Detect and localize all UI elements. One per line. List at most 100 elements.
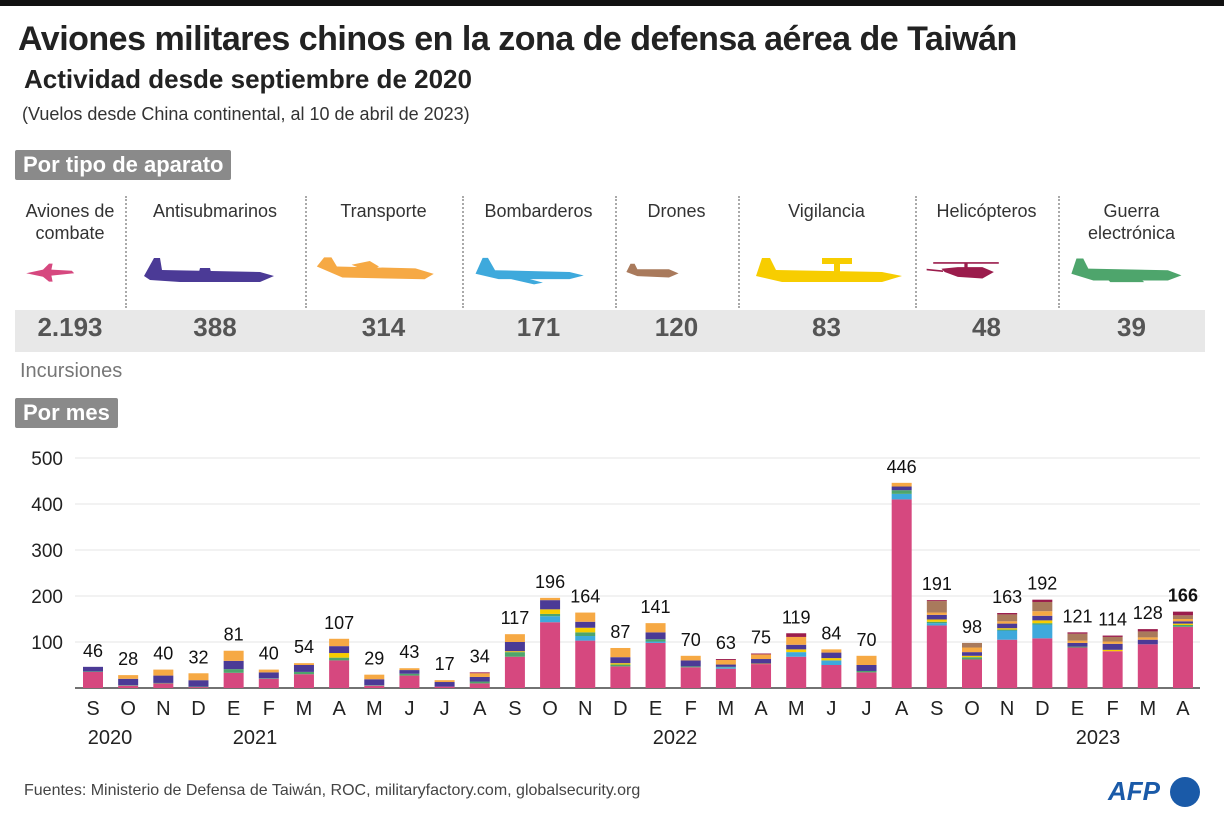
bar-segment xyxy=(715,668,736,688)
bar-segment xyxy=(1172,626,1193,688)
bar-segment xyxy=(962,655,982,658)
bar-stack xyxy=(329,638,350,688)
bar-segment xyxy=(83,671,103,688)
bar-segment xyxy=(118,678,139,686)
bar-value-label: 114 xyxy=(1098,610,1127,630)
bar-segment xyxy=(1032,599,1053,602)
bar-segment xyxy=(962,642,982,648)
bar-segment xyxy=(575,612,596,622)
x-tick-label: A xyxy=(895,698,909,720)
bar-segment xyxy=(680,666,701,668)
bar-segment xyxy=(1032,611,1053,616)
bar-value-label: 446 xyxy=(887,457,917,477)
bar-segment xyxy=(504,652,525,657)
chart-note: (Vuelos desde China continental, al 10 d… xyxy=(22,104,470,124)
bar-stack xyxy=(751,653,772,688)
bar-segment xyxy=(540,616,561,623)
bar-stack xyxy=(610,647,631,688)
bar-segment xyxy=(1137,639,1158,645)
bar-segment xyxy=(962,657,982,660)
bar-segment xyxy=(821,665,842,688)
bar-segment xyxy=(540,622,561,688)
bar-segment xyxy=(926,600,947,602)
bar-segment xyxy=(293,674,314,688)
bar-segment xyxy=(1137,631,1158,638)
type-label: Antisubmarinos xyxy=(152,201,278,221)
bar-segment xyxy=(926,614,947,620)
bar-value-label: 75 xyxy=(751,628,771,648)
bar-value-label: 107 xyxy=(324,613,354,633)
x-tick-label: M xyxy=(788,698,805,720)
x-tick-label: E xyxy=(649,698,662,720)
x-tick-label: F xyxy=(263,698,275,720)
bar-segment xyxy=(645,642,666,688)
x-tick-label: A xyxy=(754,698,768,720)
bar-segment xyxy=(1172,615,1193,619)
bar-stack xyxy=(997,613,1018,688)
bar-stack xyxy=(645,623,666,688)
bar-value-label: 166 xyxy=(1168,586,1198,606)
bar-value-label: 164 xyxy=(570,587,600,607)
bar-segment xyxy=(610,647,631,658)
bar-segment xyxy=(399,668,420,671)
bar-value-label: 40 xyxy=(259,644,279,664)
bar-segment xyxy=(504,651,525,653)
bar-value-label: 117 xyxy=(501,608,530,628)
type-label: Vigilancia xyxy=(788,201,865,221)
x-tick-label: F xyxy=(685,698,697,720)
bar-value-label: 84 xyxy=(821,623,841,643)
transport-plane-icon xyxy=(316,257,434,280)
bar-segment xyxy=(962,652,982,656)
column-separator xyxy=(305,196,307,308)
bar-segment xyxy=(364,679,385,686)
bar-stack xyxy=(293,663,314,688)
bar-segment xyxy=(1032,615,1053,621)
x-tick-label: A xyxy=(1176,698,1190,720)
bar-segment xyxy=(540,613,561,617)
bar-value-label: 119 xyxy=(782,607,811,627)
bar-segment xyxy=(926,619,947,622)
bar-segment xyxy=(821,652,842,659)
x-tick-label: M xyxy=(718,698,735,720)
bar-segment xyxy=(610,666,631,688)
bar-stack xyxy=(891,482,912,688)
bar-segment xyxy=(997,628,1018,630)
x-tick-label: M xyxy=(296,698,313,720)
bar-value-label: 32 xyxy=(188,647,208,667)
bar-segment xyxy=(786,636,807,645)
bar-segment xyxy=(1032,638,1053,688)
type-label: Bombarderos xyxy=(484,201,593,221)
bar-segment xyxy=(786,652,807,657)
bar-segment xyxy=(153,683,174,688)
bar-segment xyxy=(610,664,631,667)
bar-stack xyxy=(856,655,877,688)
section-label-type: Por tipo de aparato xyxy=(15,150,232,180)
x-tick-label: O xyxy=(542,698,558,720)
bar-segment xyxy=(1032,624,1053,639)
x-tick-label: N xyxy=(156,698,170,720)
bar-stack xyxy=(153,669,174,688)
drone-icon xyxy=(626,263,679,278)
chart-subtitle: Actividad desde septiembre de 2020 xyxy=(24,64,472,94)
bar-segment xyxy=(575,636,596,641)
bar-segment xyxy=(645,623,666,633)
y-tick-label: 200 xyxy=(31,587,63,608)
bar-segment xyxy=(469,672,490,674)
bar-segment xyxy=(610,663,631,665)
year-label: 2021 xyxy=(233,727,278,749)
bar-segment xyxy=(997,639,1018,688)
bar-value-label: 17 xyxy=(435,654,455,674)
bar-value-label: 192 xyxy=(1027,574,1057,594)
bar-value-label: 40 xyxy=(153,644,173,664)
bar-value-label: 191 xyxy=(922,574,952,594)
type-total: 48 xyxy=(972,312,1001,342)
bar-stack xyxy=(1102,635,1123,688)
bar-value-label: 54 xyxy=(294,637,314,657)
x-tick-label: D xyxy=(191,698,205,720)
bar-segment xyxy=(540,597,561,601)
year-label: 2023 xyxy=(1076,727,1121,749)
bar-segment xyxy=(680,655,701,661)
bar-value-label: 87 xyxy=(610,622,630,642)
section-label-month: Por mes xyxy=(15,398,118,428)
bar-segment xyxy=(293,665,314,672)
